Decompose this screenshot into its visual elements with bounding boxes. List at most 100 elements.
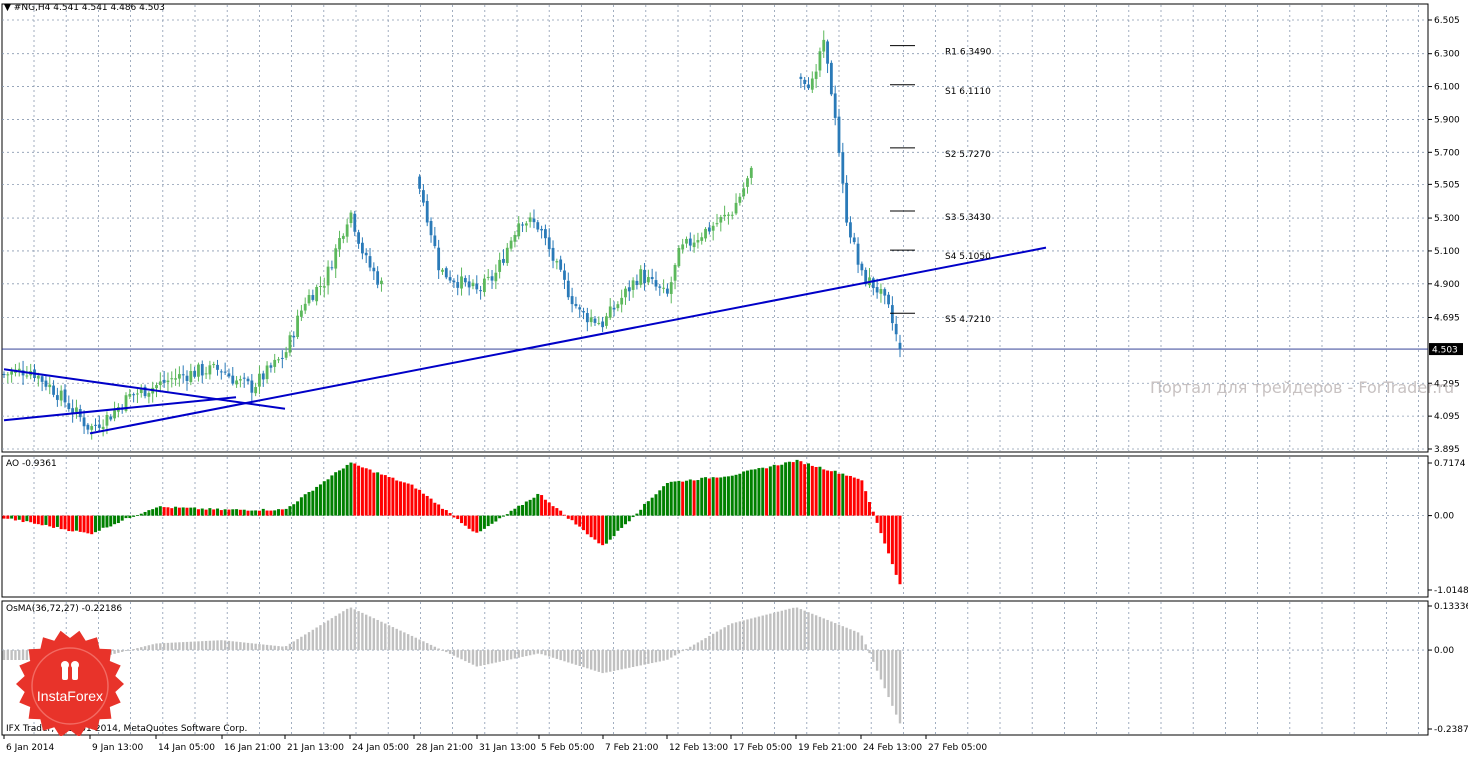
osma-bar <box>692 644 696 651</box>
osma-bar <box>18 650 21 660</box>
osma-bar <box>639 650 642 666</box>
candle-body <box>524 223 528 226</box>
osma-bar <box>323 622 326 651</box>
ao-bar <box>78 515 82 532</box>
osma-bar <box>734 622 738 651</box>
osma-bar <box>128 650 132 651</box>
date-tick-label: 24 Feb 13:00 <box>863 743 922 753</box>
collapse-triangle-icon[interactable]: ▼ <box>4 3 14 13</box>
osma-bar <box>689 646 692 651</box>
candle-body <box>803 79 807 84</box>
candle-body <box>833 93 837 118</box>
candle-body <box>223 371 227 373</box>
grid <box>1 3 1429 736</box>
candle-body <box>437 247 441 271</box>
ao-bar <box>387 477 391 516</box>
ao-bar <box>391 477 395 516</box>
ao-bar <box>486 515 490 527</box>
candle-body <box>883 289 887 296</box>
candle-body <box>818 51 822 71</box>
osma-bar <box>334 615 337 651</box>
osma-bar <box>426 643 429 651</box>
ao-bar <box>650 497 654 516</box>
price-tick-label: 6.100 <box>1434 83 1460 93</box>
ao-bar <box>700 477 704 516</box>
osma-bar <box>567 650 570 663</box>
ao-bar <box>189 507 193 516</box>
ao-bar <box>433 502 437 516</box>
candle-body <box>177 374 181 379</box>
candle-body <box>471 282 475 287</box>
ao-bar <box>166 507 170 516</box>
ao-bar <box>536 493 540 516</box>
osma-bar <box>631 650 635 667</box>
candle-body <box>269 365 273 368</box>
candle-body <box>871 278 875 289</box>
ao-bar <box>772 464 776 516</box>
candle-body <box>555 261 559 263</box>
ao-bar <box>620 515 624 528</box>
osma-bar <box>10 650 13 660</box>
ao-bar <box>238 509 242 516</box>
ao-bar <box>421 493 425 516</box>
candle-body <box>544 229 547 239</box>
ao-bar <box>36 515 40 525</box>
candle-body <box>494 272 498 282</box>
candle-body <box>338 238 341 250</box>
ao-bar <box>692 480 696 516</box>
osma-bar <box>521 650 524 657</box>
candle-body <box>63 389 67 403</box>
osma-bar <box>380 621 383 651</box>
candle-body <box>200 364 204 376</box>
candle-body <box>681 244 685 250</box>
osma-bar <box>830 621 833 651</box>
ao-bar <box>864 491 868 516</box>
osma-bar <box>151 644 154 651</box>
ao-bar <box>665 483 669 516</box>
ao-bar <box>59 515 63 530</box>
ao-bar <box>307 492 311 516</box>
ao-bar <box>277 509 281 516</box>
candle-body <box>810 78 814 90</box>
osma-bar <box>750 618 753 651</box>
candle-body <box>132 394 136 396</box>
ao-bar <box>719 477 723 516</box>
osma-bar <box>422 641 425 651</box>
osma-bar <box>212 640 215 651</box>
ao-bar <box>494 515 498 522</box>
candle-body <box>143 386 147 397</box>
osma-bar <box>696 642 700 651</box>
candle-body <box>864 269 868 285</box>
osma-bar <box>609 650 612 672</box>
ao-bar <box>227 509 231 516</box>
candle-body <box>128 393 132 397</box>
ao-frame <box>1 455 1429 598</box>
ao-bar <box>379 474 383 516</box>
ao-bar <box>833 470 837 516</box>
osma-bar <box>822 618 825 651</box>
candle-body <box>40 376 44 382</box>
osma-bar <box>898 650 902 724</box>
osma-bar <box>403 632 406 651</box>
candle-body <box>631 280 635 290</box>
osma-bar <box>345 608 349 651</box>
candle-body <box>837 116 841 153</box>
candle-body <box>662 287 666 289</box>
ao-bar <box>631 515 635 518</box>
candle-body <box>852 237 856 243</box>
candle-body <box>10 371 14 375</box>
osma-bar <box>490 650 494 664</box>
candle-body <box>444 268 448 278</box>
candle-body <box>849 222 852 238</box>
ao-bar <box>97 515 101 531</box>
osma-bar <box>475 650 478 667</box>
date-tick-label: 19 Feb 21:00 <box>798 743 857 753</box>
ao-bar <box>570 515 574 521</box>
osma-bar <box>464 650 467 662</box>
osma-bar <box>856 632 860 651</box>
osma-bar <box>509 650 513 660</box>
osma-bar <box>189 641 193 651</box>
ao-bar <box>883 515 887 544</box>
osma-bar <box>185 641 189 651</box>
ao-bar <box>155 507 159 516</box>
